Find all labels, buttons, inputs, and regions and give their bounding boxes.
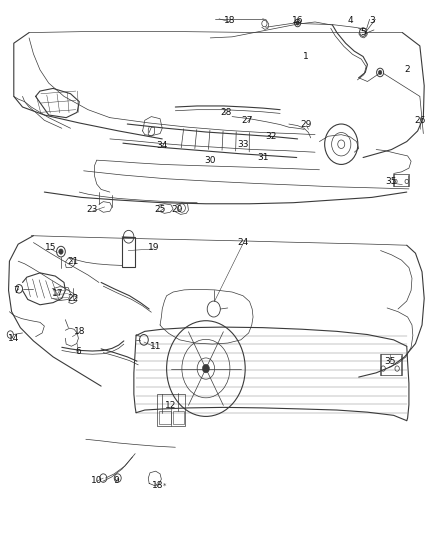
Text: 16: 16 xyxy=(292,16,304,25)
Bar xyxy=(122,237,135,266)
Text: 18: 18 xyxy=(74,327,85,336)
Circle shape xyxy=(378,70,382,75)
Text: 22: 22 xyxy=(67,294,78,303)
Circle shape xyxy=(59,249,63,254)
Text: 17: 17 xyxy=(52,288,63,297)
Text: 27: 27 xyxy=(242,116,253,125)
Text: 18: 18 xyxy=(224,16,236,25)
Text: 32: 32 xyxy=(266,132,277,141)
Text: 33: 33 xyxy=(237,140,249,149)
Text: 31: 31 xyxy=(257,153,268,162)
Bar xyxy=(159,410,171,424)
Text: 11: 11 xyxy=(150,342,162,351)
Text: 12: 12 xyxy=(165,401,177,410)
Circle shape xyxy=(294,19,300,27)
Text: 3: 3 xyxy=(369,16,374,25)
Text: 35: 35 xyxy=(386,177,397,186)
Text: 34: 34 xyxy=(156,141,168,150)
Text: 9: 9 xyxy=(113,476,119,484)
Bar xyxy=(173,410,184,424)
Text: 24: 24 xyxy=(237,238,249,247)
Text: 2: 2 xyxy=(404,66,410,74)
Text: 1: 1 xyxy=(304,52,309,61)
Text: 28: 28 xyxy=(220,108,231,117)
Text: 20: 20 xyxy=(172,205,183,214)
Text: 26: 26 xyxy=(414,116,426,125)
Bar xyxy=(393,174,410,185)
Text: 35: 35 xyxy=(385,357,396,366)
Bar xyxy=(380,354,402,375)
Text: 19: 19 xyxy=(148,244,159,253)
Text: 29: 29 xyxy=(300,119,312,128)
Text: 25: 25 xyxy=(154,205,166,214)
Circle shape xyxy=(296,21,299,25)
Text: 7: 7 xyxy=(13,286,19,295)
Text: 4: 4 xyxy=(347,16,353,25)
Bar xyxy=(157,394,185,426)
Text: 18: 18 xyxy=(152,481,164,490)
Text: 21: 21 xyxy=(67,257,78,265)
Text: 30: 30 xyxy=(205,156,216,165)
Text: *: * xyxy=(163,482,166,489)
Text: 23: 23 xyxy=(87,205,98,214)
Text: 10: 10 xyxy=(91,476,102,484)
Text: 6: 6 xyxy=(75,347,81,356)
Text: 5: 5 xyxy=(360,28,366,37)
Text: 14: 14 xyxy=(8,334,19,343)
Circle shape xyxy=(202,365,209,373)
Circle shape xyxy=(360,28,367,36)
Circle shape xyxy=(377,68,384,77)
Text: 15: 15 xyxy=(45,244,57,253)
